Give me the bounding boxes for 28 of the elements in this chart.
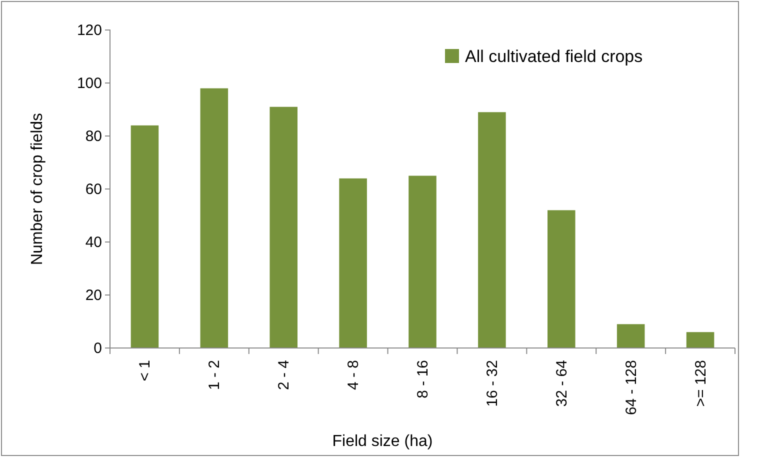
x-tick-label: 16 - 32 (484, 360, 501, 407)
bar (200, 88, 228, 348)
y-tick-label: 60 (85, 180, 102, 198)
x-axis-title: Field size (ha) (332, 433, 433, 450)
bar (130, 125, 159, 348)
bar (270, 106, 298, 348)
bar (339, 178, 367, 348)
bar (616, 324, 645, 348)
y-tick-label: 80 (85, 128, 102, 145)
y-tick-label: 0 (94, 340, 102, 357)
x-tick-label: 32 - 64 (553, 360, 570, 407)
x-tick-label: 4 - 8 (345, 360, 362, 390)
y-axis-title: Number of crop fields (29, 112, 46, 266)
x-tick-label: >= 128 (692, 360, 710, 407)
legend-label: All cultivated field crops (465, 47, 643, 66)
bar (686, 332, 714, 348)
bar (478, 112, 506, 348)
y-tick-label: 120 (76, 22, 102, 39)
x-tick-label: 8 - 16 (414, 360, 432, 398)
bar (548, 210, 576, 348)
bar (408, 176, 436, 348)
y-tick-label: 100 (76, 74, 102, 92)
x-tick-label: < 1 (136, 360, 154, 382)
x-tick-label: 2 - 4 (276, 360, 293, 390)
x-tick-label: 64 - 128 (622, 360, 640, 416)
y-tick-label: 20 (85, 286, 102, 304)
y-tick-label: 40 (85, 234, 102, 251)
x-tick-label: 1 - 2 (206, 360, 224, 390)
